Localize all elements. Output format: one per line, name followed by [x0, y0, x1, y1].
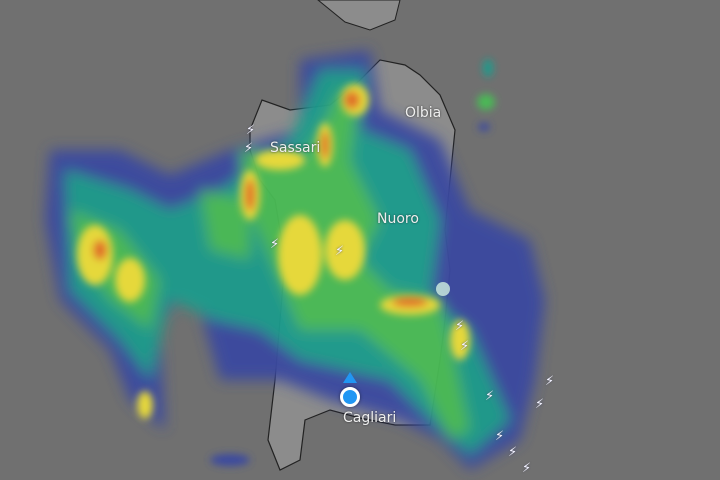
lightning-icon: ⚡: [545, 374, 555, 389]
city-label-nuoro: Nuoro: [377, 211, 419, 227]
direction-arrow-icon: [343, 372, 357, 383]
city-label-cagliari: Cagliari: [343, 410, 397, 426]
lightning-icon: ⚡: [508, 445, 518, 460]
city-label-olbia: Olbia: [405, 105, 442, 121]
lightning-icon: ⚡: [270, 237, 280, 252]
lightning-icon: ⚡: [485, 389, 495, 404]
lightning-icon: ⚡: [246, 123, 256, 138]
small-cells: [210, 59, 495, 466]
radar-heavy: [77, 84, 470, 419]
location-marker-icon[interactable]: [340, 387, 360, 407]
city-label-sassari: Sassari: [270, 140, 321, 156]
lightning-icon: ⚡: [244, 141, 254, 156]
lightning-icon: ⚡: [522, 461, 532, 476]
lightning-icon: ⚡: [455, 319, 465, 334]
lightning-icon: ⚡: [460, 339, 470, 354]
strike-cluster-dot: [436, 282, 450, 296]
lightning-icon: ⚡: [335, 244, 345, 259]
lightning-icon: ⚡: [535, 397, 545, 412]
lightning-icon: ⚡: [495, 429, 505, 444]
corsica: [317, 0, 401, 31]
